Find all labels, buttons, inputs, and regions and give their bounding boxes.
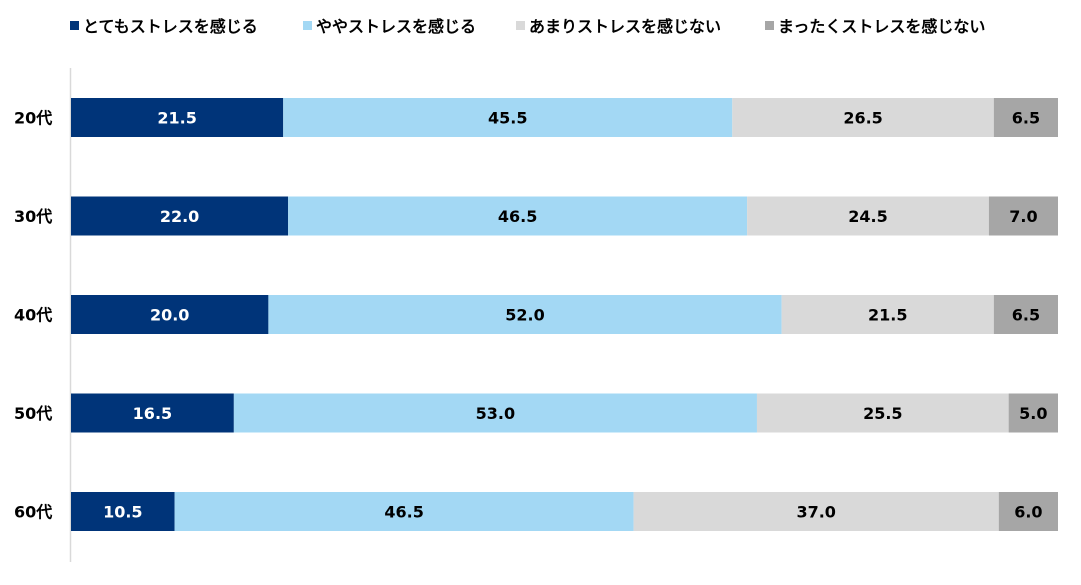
category-label: 20代 [14, 109, 52, 128]
category-label: 60代 [14, 503, 52, 522]
bar-segment [1008, 393, 1058, 433]
bar-segment [71, 196, 289, 236]
data-label: 16.5 [133, 404, 172, 423]
data-labels: 21.5 45.5 26.5 6.5 22.0 46.5 24.5 7.0 20.0 52.0 21… [103, 109, 1047, 522]
data-label: 26.5 [843, 109, 882, 128]
legend-label: まったくストレスを感じない [778, 17, 985, 36]
legend-swatch [516, 21, 525, 30]
bar-segment [756, 393, 1009, 433]
legend-label: あまりストレスを感じない [529, 17, 721, 36]
data-label: 24.5 [848, 207, 887, 226]
data-label: 22.0 [160, 207, 199, 226]
data-label: 6.5 [1012, 306, 1040, 325]
legend-swatch [303, 21, 312, 30]
bar-segment [71, 492, 175, 531]
data-label: 46.5 [498, 207, 537, 226]
legend-swatch [70, 21, 79, 30]
legend-label: とてもストレスを感じる [83, 17, 258, 36]
bar-segment [233, 393, 757, 433]
data-label: 7.0 [1009, 207, 1037, 226]
data-label: 6.0 [1014, 503, 1042, 522]
legend-label: ややストレスを感じる [316, 17, 476, 36]
bar-segment [71, 393, 234, 433]
category-labels: 20代 30代 40代 50代 60代 [14, 109, 52, 522]
data-label: 21.5 [157, 109, 196, 128]
data-label: 21.5 [868, 306, 907, 325]
bar-segment [71, 98, 284, 137]
category-label: 30代 [14, 207, 52, 226]
category-label: 40代 [14, 306, 52, 325]
bar-segment [268, 295, 782, 334]
data-label: 6.5 [1012, 109, 1040, 128]
data-label: 10.5 [103, 503, 142, 522]
bar-segment [633, 492, 999, 531]
data-label: 5.0 [1019, 404, 1047, 423]
bar-segment [993, 295, 1058, 334]
legend-swatch [765, 21, 774, 30]
bar-segment [732, 98, 994, 137]
bar-segment [747, 196, 989, 236]
category-label: 50代 [14, 404, 52, 423]
bar-segment [993, 98, 1058, 137]
data-label: 45.5 [488, 109, 527, 128]
bar-segment [288, 196, 748, 236]
bar-segment [283, 98, 733, 137]
legend: とてもストレスを感じる ややストレスを感じる あまりストレスを感じない まったくストレ… [70, 17, 985, 36]
data-label: 25.5 [863, 404, 902, 423]
bar-segment [71, 295, 269, 334]
bar-segment [998, 492, 1058, 531]
bars [71, 98, 1058, 531]
bar-segment [174, 492, 634, 531]
data-label: 37.0 [796, 503, 835, 522]
data-label: 20.0 [150, 306, 189, 325]
data-label: 53.0 [476, 404, 515, 423]
bar-segment [988, 196, 1058, 236]
bar-segment [781, 295, 994, 334]
data-label: 46.5 [384, 503, 423, 522]
data-label: 52.0 [505, 306, 544, 325]
